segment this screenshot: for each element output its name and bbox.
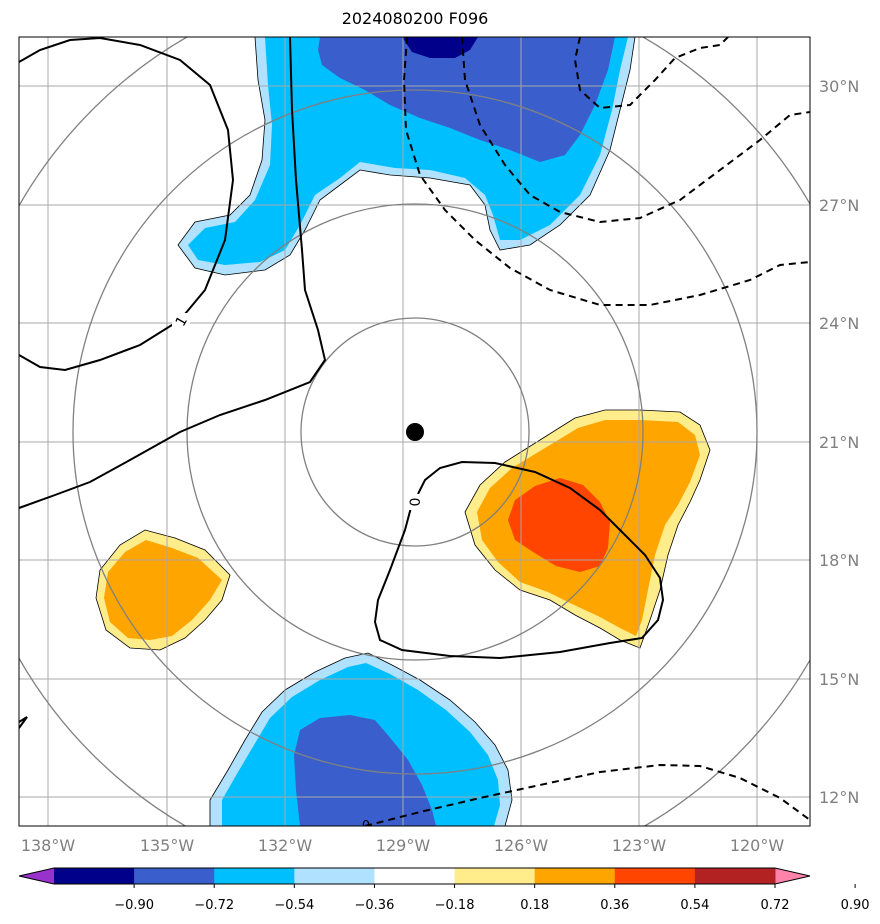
- colorbar-segment: [374, 868, 456, 884]
- colorbar-segment: [694, 868, 776, 884]
- contour-label-2: 0: [408, 498, 424, 507]
- lon-label-129w: 129°W: [376, 836, 431, 855]
- colorbar-segment: [534, 868, 616, 884]
- lon-label-120w: 120°W: [730, 836, 785, 855]
- lon-label-126w: 126°W: [494, 836, 549, 855]
- gridlines: [19, 37, 810, 826]
- colorbar-tick-label: −0.90: [114, 898, 154, 913]
- range-rings: [19, 37, 810, 826]
- colorbar-tick-label: −0.36: [355, 898, 395, 913]
- colorbar-tick-label: 0.36: [600, 898, 629, 913]
- colorbar-tick-label: 0.90: [841, 898, 870, 913]
- colorbar-segment: [214, 868, 295, 884]
- colorbar-tick-label: −0.18: [435, 898, 475, 913]
- lat-label-27n: 27°N: [819, 196, 859, 215]
- lon-label-132w: 132°W: [258, 836, 313, 855]
- dashed-contours: [364, 37, 810, 826]
- lat-label-24n: 24°N: [819, 314, 859, 333]
- contour-label-3: 0: [362, 819, 370, 834]
- lon-label-138w: 138°W: [21, 836, 76, 855]
- lat-label-21n: 21°N: [819, 433, 859, 452]
- longitude-labels: 138°W 135°W 132°W 129°W 126°W 123°W 120°…: [21, 836, 785, 855]
- colorbar-tick-label: −0.54: [274, 898, 314, 913]
- colorbar-tick-label: −0.72: [194, 898, 234, 913]
- lat-label-15n: 15°N: [819, 670, 859, 689]
- solid-contours: [19, 37, 665, 729]
- lon-label-135w: 135°W: [140, 836, 195, 855]
- colorbar-tick-label: 0.54: [680, 898, 709, 913]
- latitude-labels: 30°N 27°N 24°N 21°N 18°N 15°N 12°N: [819, 77, 859, 807]
- plot-frame: [18, 36, 811, 827]
- colorbar-segment: [54, 868, 135, 884]
- colorbar-segment: [294, 868, 375, 884]
- colorbar-outline: [18, 867, 811, 885]
- colorbar: −0.90 −0.72 −0.54 −0.36 −0.18 0.18 0.36 0.54 0.7…: [18, 867, 870, 913]
- map-title: 2024080200 F096: [341, 9, 489, 28]
- lat-label-12n: 12°N: [819, 788, 859, 807]
- map-plot-area: 1 0 0: [19, 37, 810, 834]
- lat-label-30n: 30°N: [819, 77, 859, 96]
- colorbar-extend-high: [775, 868, 810, 884]
- colorbar-tick-label: 0.18: [520, 898, 549, 913]
- colorbar-segment: [134, 868, 215, 884]
- colorbar-extend-low: [19, 868, 54, 884]
- colorbar-tick-label: 0.72: [761, 898, 790, 913]
- lon-label-123w: 123°W: [612, 836, 667, 855]
- colorbar-segment: [454, 868, 536, 884]
- lat-label-18n: 18°N: [819, 551, 859, 570]
- colorbar-segment: [614, 868, 696, 884]
- storm-center-marker: [406, 423, 424, 441]
